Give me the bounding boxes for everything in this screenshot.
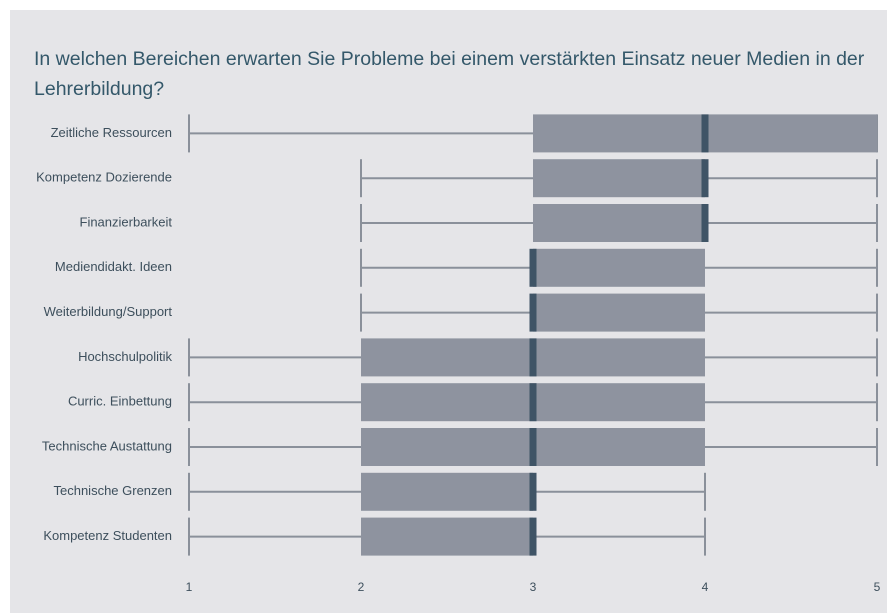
x-tick-label: 4 [702, 580, 709, 594]
y-tick-label: Technische Austattung [42, 438, 172, 453]
median [529, 248, 537, 287]
median [529, 383, 537, 422]
median [529, 293, 537, 332]
y-tick-label: Zeitliche Ressourcen [51, 125, 172, 140]
y-tick-label: Kompetenz Studenten [43, 528, 172, 543]
box [361, 517, 533, 556]
box [533, 248, 705, 287]
x-tick-label: 2 [358, 580, 365, 594]
box [533, 204, 705, 242]
median [529, 517, 537, 556]
box [361, 472, 533, 511]
y-tick-label: Technische Grenzen [53, 483, 172, 498]
y-tick-label: Hochschulpolitik [78, 349, 172, 364]
x-tick-label: 5 [874, 580, 881, 594]
y-tick-label: Curric. Einbettung [68, 394, 172, 409]
x-tick-label: 3 [530, 580, 537, 594]
median [529, 338, 537, 377]
median [701, 114, 709, 153]
chart-panel [10, 10, 887, 613]
median [529, 428, 537, 466]
y-tick-label: Mediendidakt. Ideen [55, 259, 172, 274]
box [533, 293, 705, 332]
chart-title: In welchen Bereichen erwarten Sie Proble… [34, 48, 865, 100]
y-tick-label: Weiterbildung/Support [44, 304, 173, 319]
x-tick-label: 1 [186, 580, 193, 594]
median [701, 159, 709, 198]
median [701, 204, 709, 242]
box [533, 159, 705, 198]
y-tick-label: Kompetenz Dozierende [36, 170, 172, 185]
y-tick-label: Finanzierbarkeit [80, 214, 173, 229]
median [529, 472, 537, 511]
